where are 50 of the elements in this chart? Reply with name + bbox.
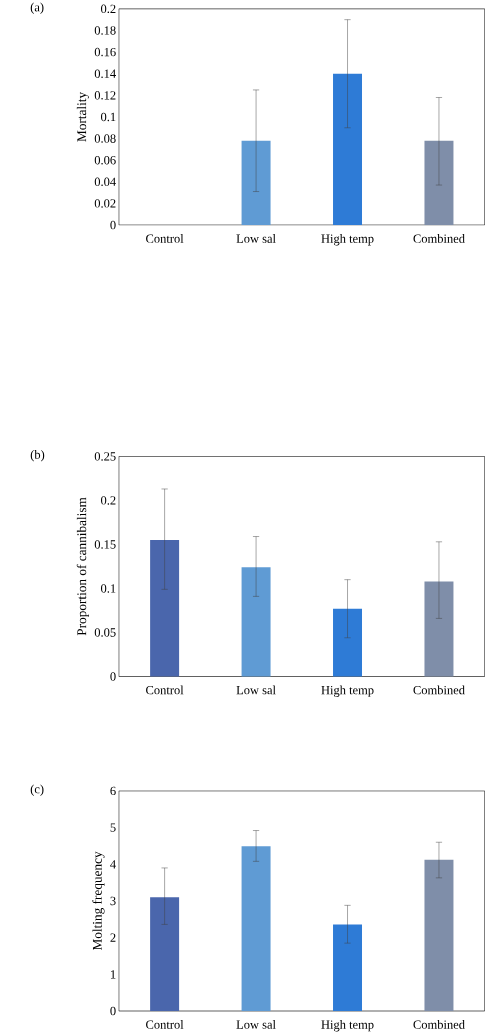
y-tick-label: 0.2 <box>101 496 116 505</box>
bar <box>424 859 454 1012</box>
y-tick-label: 0.1 <box>101 112 116 122</box>
y-tick-label: 0 <box>110 220 116 230</box>
bar <box>241 567 271 677</box>
y-tick-label: 4 <box>110 860 116 869</box>
x-tick-label: Control <box>146 685 184 695</box>
bar <box>150 540 180 677</box>
y-tick-label: 0.14 <box>94 69 116 78</box>
y-axis-title: Proportion of cannibalism <box>76 497 89 636</box>
y-tick-label: 0.18 <box>94 26 116 35</box>
x-tick-label: Combined <box>413 1020 465 1029</box>
x-tick-label: Combined <box>413 685 465 695</box>
chart-title: (c) <box>30 784 44 796</box>
y-tick-label: 0.2 <box>101 4 116 14</box>
bar <box>424 581 454 677</box>
y-tick-label: 6 <box>110 786 116 796</box>
y-tick-label: 0 <box>110 1006 116 1016</box>
bar <box>241 846 271 1012</box>
y-tick-label: 2 <box>110 933 116 942</box>
y-tick-label: 1 <box>110 970 116 979</box>
x-tick-label: High temp <box>321 1020 374 1032</box>
y-tick-label: 0.25 <box>94 452 116 461</box>
x-tick-label: High temp <box>321 234 374 246</box>
x-tick-label: Low sal <box>236 685 276 695</box>
y-tick-label: 5 <box>110 823 116 832</box>
y-tick-label: 0.12 <box>94 91 116 100</box>
y-tick-label: 0.04 <box>94 177 116 187</box>
y-tick-label: 0.05 <box>94 628 116 637</box>
x-tick-label: High temp <box>321 685 374 697</box>
y-tick-label: 3 <box>110 896 116 906</box>
bar <box>333 924 363 1012</box>
y-tick-label: 0 <box>110 672 116 681</box>
x-tick-label: Low sal <box>236 234 276 243</box>
chart-title: (a) <box>30 2 44 14</box>
bar <box>333 608 363 677</box>
bar <box>150 897 180 1012</box>
x-tick-label: Low sal <box>236 1020 276 1029</box>
y-axis-title: Mortality <box>76 91 89 142</box>
x-tick-label: Control <box>146 234 184 243</box>
y-tick-label: 0.06 <box>94 155 116 165</box>
chart-title: (b) <box>30 450 45 462</box>
x-tick-label: Control <box>146 1020 184 1029</box>
y-tick-label: 0.16 <box>94 47 116 57</box>
y-tick-label: 0.02 <box>94 199 116 208</box>
y-tick-label: 0.15 <box>94 540 116 549</box>
y-tick-label: 0.08 <box>94 134 116 143</box>
y-axis-title: Molting frequency <box>92 851 105 951</box>
x-tick-label: Combined <box>413 234 465 243</box>
y-tick-label: 0.1 <box>101 584 116 593</box>
